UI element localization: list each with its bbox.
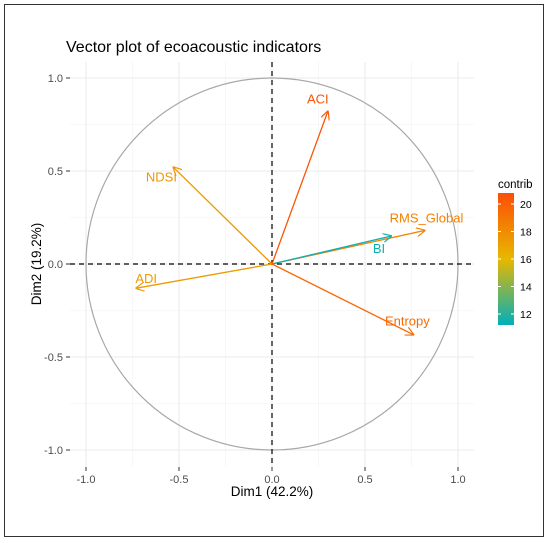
figure-frame (4, 4, 544, 537)
vector-label-ndsi: NDSI (146, 169, 177, 184)
vector-label-aci: ACI (307, 91, 329, 106)
vector-arrow-bi (271, 236, 391, 265)
vector-label-rms-global: RMS_Global (390, 211, 464, 226)
y-axis-label: Dim2 (19.2%) (29, 223, 44, 306)
legend-tick-label: 14 (520, 282, 532, 294)
vector-arrow-aci (271, 111, 328, 265)
vector-label-bi: BI (373, 241, 385, 256)
y-tick-label: -1.0 (44, 445, 63, 457)
x-axis-label: Dim1 (42.2%) (231, 484, 314, 499)
legend-tick-label: 18 (520, 227, 532, 239)
vector-arrow-entropy (271, 263, 413, 335)
y-tick-label: -0.5 (44, 352, 63, 364)
y-tick-label: 0.5 (48, 166, 63, 178)
x-tick-label: -0.5 (170, 474, 189, 486)
y-tick-label: 0.0 (48, 259, 63, 271)
legend-title: contrib (498, 179, 533, 191)
legend-tick-label: 16 (520, 254, 532, 266)
legend-colorbar (498, 193, 514, 325)
y-tick-label: 1.0 (48, 73, 63, 85)
vector-arrow-ndsi (173, 167, 273, 265)
legend-tick-label: 12 (520, 309, 532, 321)
x-tick-label: 0.5 (357, 474, 372, 486)
x-tick-label: 1.0 (450, 474, 465, 486)
plot-panel: ACI NDSI RMS_Global BI ADI Entropy (70, 62, 474, 467)
vector-arrow-adi (136, 263, 273, 288)
chart-title: Vector plot of ecoacoustic indicators (66, 39, 321, 56)
legend: contrib 12 14 16 18 20 (498, 179, 533, 325)
vector-label-adi: ADI (135, 271, 157, 286)
x-tick-label: 0.0 (264, 474, 279, 486)
vector-label-entropy: Entropy (385, 314, 430, 329)
x-tick-label: -1.0 (77, 474, 96, 486)
legend-tick-label: 20 (520, 199, 532, 211)
